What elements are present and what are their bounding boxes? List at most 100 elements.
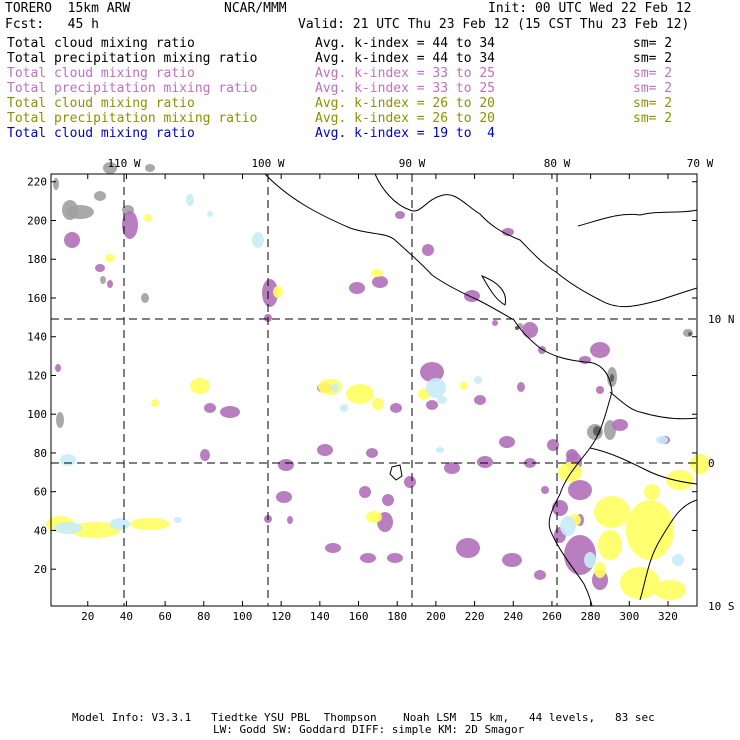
x-tick-label: 40 — [120, 610, 133, 623]
yellow-field-blob — [346, 384, 374, 404]
caribbean-coastline — [374, 173, 698, 308]
longitude-label: 70 W — [687, 157, 714, 170]
cyan-field-blob — [110, 518, 130, 530]
legend-index: Avg. k-index = 33 to 25 — [315, 66, 496, 81]
yellow-field-blob — [130, 518, 170, 530]
yellow-field-blob — [690, 454, 710, 474]
yellow-field-blob — [654, 580, 686, 600]
yellow-field-blob — [190, 378, 210, 394]
cyan-field-blob — [54, 522, 82, 534]
center-label: NCAR/MMM — [224, 1, 287, 16]
purple-field-blob — [596, 386, 604, 394]
gray-field-blob — [53, 178, 59, 190]
yellow-field-blob — [144, 214, 152, 222]
yellow-field-blob — [273, 286, 283, 298]
legend-smoothing: sm= 2 — [633, 36, 673, 51]
gray-field-blob — [141, 293, 149, 303]
yellow-field-blob — [644, 484, 660, 500]
gray-field-blob — [62, 200, 78, 220]
x-tick-label: 240 — [503, 610, 523, 623]
x-tick-label: 80 — [197, 610, 210, 623]
purple-field-blob — [492, 320, 498, 326]
longitude-label: 80 W — [544, 157, 571, 170]
purple-field-blob — [366, 448, 378, 458]
purple-field-blob — [566, 449, 578, 461]
y-tick-label: 80 — [34, 447, 47, 460]
purple-field-blob — [64, 232, 80, 248]
cyan-field-blob — [426, 378, 446, 398]
cyan-field-blob — [474, 376, 482, 384]
purple-field-blob — [278, 459, 294, 471]
purple-field-blob — [55, 364, 61, 372]
purple-field-blob — [590, 342, 610, 358]
y-tick-label: 120 — [27, 369, 47, 382]
gray-field-core — [515, 326, 519, 330]
purple-field-blob — [287, 516, 293, 524]
x-tick-label: 20 — [81, 610, 94, 623]
purple-field-blob — [395, 211, 405, 219]
purple-field-blob — [220, 406, 240, 418]
purple-field-blob — [612, 419, 628, 431]
purple-field-blob — [349, 282, 365, 294]
init-time: Init: 00 UTC Wed 22 Feb 12 — [488, 1, 692, 16]
longitude-label: 100 W — [251, 157, 284, 170]
purple-field-blob — [276, 491, 292, 503]
purple-field-blob — [426, 400, 438, 410]
yellow-field-blob — [594, 496, 630, 528]
yellow-field-blob — [69, 522, 121, 538]
legend-index: Avg. k-index = 26 to 20 — [315, 96, 496, 111]
x-tick-label: 320 — [658, 610, 678, 623]
legend-index: Avg. k-index = 26 to 20 — [315, 111, 496, 126]
yellow-field-blob — [371, 269, 383, 277]
bolivia-border-line — [639, 499, 698, 601]
andes-border-line — [609, 391, 698, 420]
x-tick-label: 140 — [310, 610, 330, 623]
yellow-field-blob — [372, 398, 384, 410]
cyan-field-blob — [340, 404, 348, 412]
yellow-field-blob — [666, 470, 694, 490]
y-tick-label: 60 — [34, 486, 47, 499]
purple-field-blob — [372, 276, 388, 288]
x-tick-label: 60 — [158, 610, 171, 623]
purple-field-blob — [262, 279, 278, 307]
legend-smoothing: sm= 2 — [633, 66, 673, 81]
purple-field-blob — [547, 439, 559, 451]
legend-field: Total cloud mixing ratio — [7, 126, 195, 141]
yellow-field-blob — [594, 562, 606, 578]
footer-physics-info: LW: Godd SW: Goddard DIFF: simple KM: 2D… — [213, 723, 525, 736]
legend-index: Avg. k-index = 44 to 34 — [315, 51, 496, 66]
valid-time: Valid: 21 UTC Thu 23 Feb 12 (15 CST Thu … — [298, 17, 690, 32]
purple-field-blob — [317, 444, 333, 456]
purple-field-blob — [444, 462, 460, 474]
y-tick-label: 100 — [27, 408, 47, 421]
legend-smoothing: sm= 2 — [633, 51, 673, 66]
purple-field-blob — [456, 538, 480, 558]
cyan-field-blob — [584, 552, 596, 568]
x-tick-label: 300 — [619, 610, 639, 623]
legend-smoothing: sm= 2 — [633, 81, 673, 96]
x-tick-label: 120 — [271, 610, 291, 623]
legend-field: Total cloud mixing ratio — [7, 36, 195, 51]
purple-field-blob — [522, 322, 538, 338]
purple-field-blob — [579, 356, 591, 364]
y-tick-label: 220 — [27, 176, 47, 189]
purple-field-blob — [200, 449, 210, 461]
legend-field: Total precipitation mixing ratio — [7, 111, 258, 126]
legend-field: Total precipitation mixing ratio — [7, 51, 258, 66]
yellow-field-blob — [598, 530, 622, 560]
gray-field-core — [688, 332, 692, 336]
purple-field-blob — [422, 244, 434, 256]
cyan-field-blob — [60, 454, 76, 466]
longitude-label: 90 W — [399, 157, 426, 170]
legend-smoothing: sm= 2 — [633, 96, 673, 111]
purple-field-blob — [502, 553, 522, 567]
purple-field-blob — [568, 480, 592, 500]
legend-index: Avg. k-index = 33 to 25 — [315, 81, 496, 96]
cyan-field-blob — [656, 436, 668, 444]
purple-field-blob — [541, 486, 549, 494]
x-tick-label: 260 — [542, 610, 562, 623]
purple-field-blob — [325, 543, 341, 553]
gray-field-blob — [100, 276, 106, 284]
pacific-coastline — [264, 173, 613, 607]
